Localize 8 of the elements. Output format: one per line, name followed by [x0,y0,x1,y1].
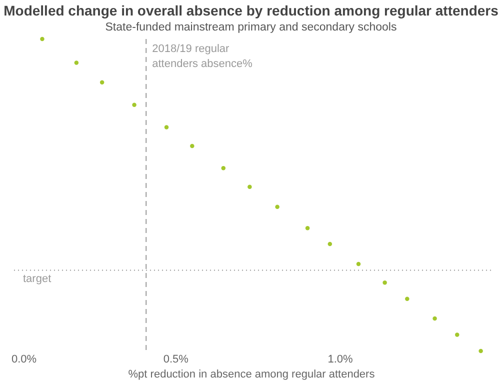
chart-subtitle: State-funded mainstream primary and secondary schools [105,21,397,34]
ref-line-label: 2018/19 regular attenders absence% [152,43,253,70]
chart-title: Modelled change in overall absence by reduction among regular attenders [4,2,499,18]
ref-line-label: target [23,273,52,286]
x-tick-label: 0.0% [12,354,37,366]
x-tick-label: 1.0% [328,354,354,366]
x-tick-label: 0.5% [163,354,189,366]
x-axis-title: %pt reduction in absence among regular attenders [128,368,376,380]
